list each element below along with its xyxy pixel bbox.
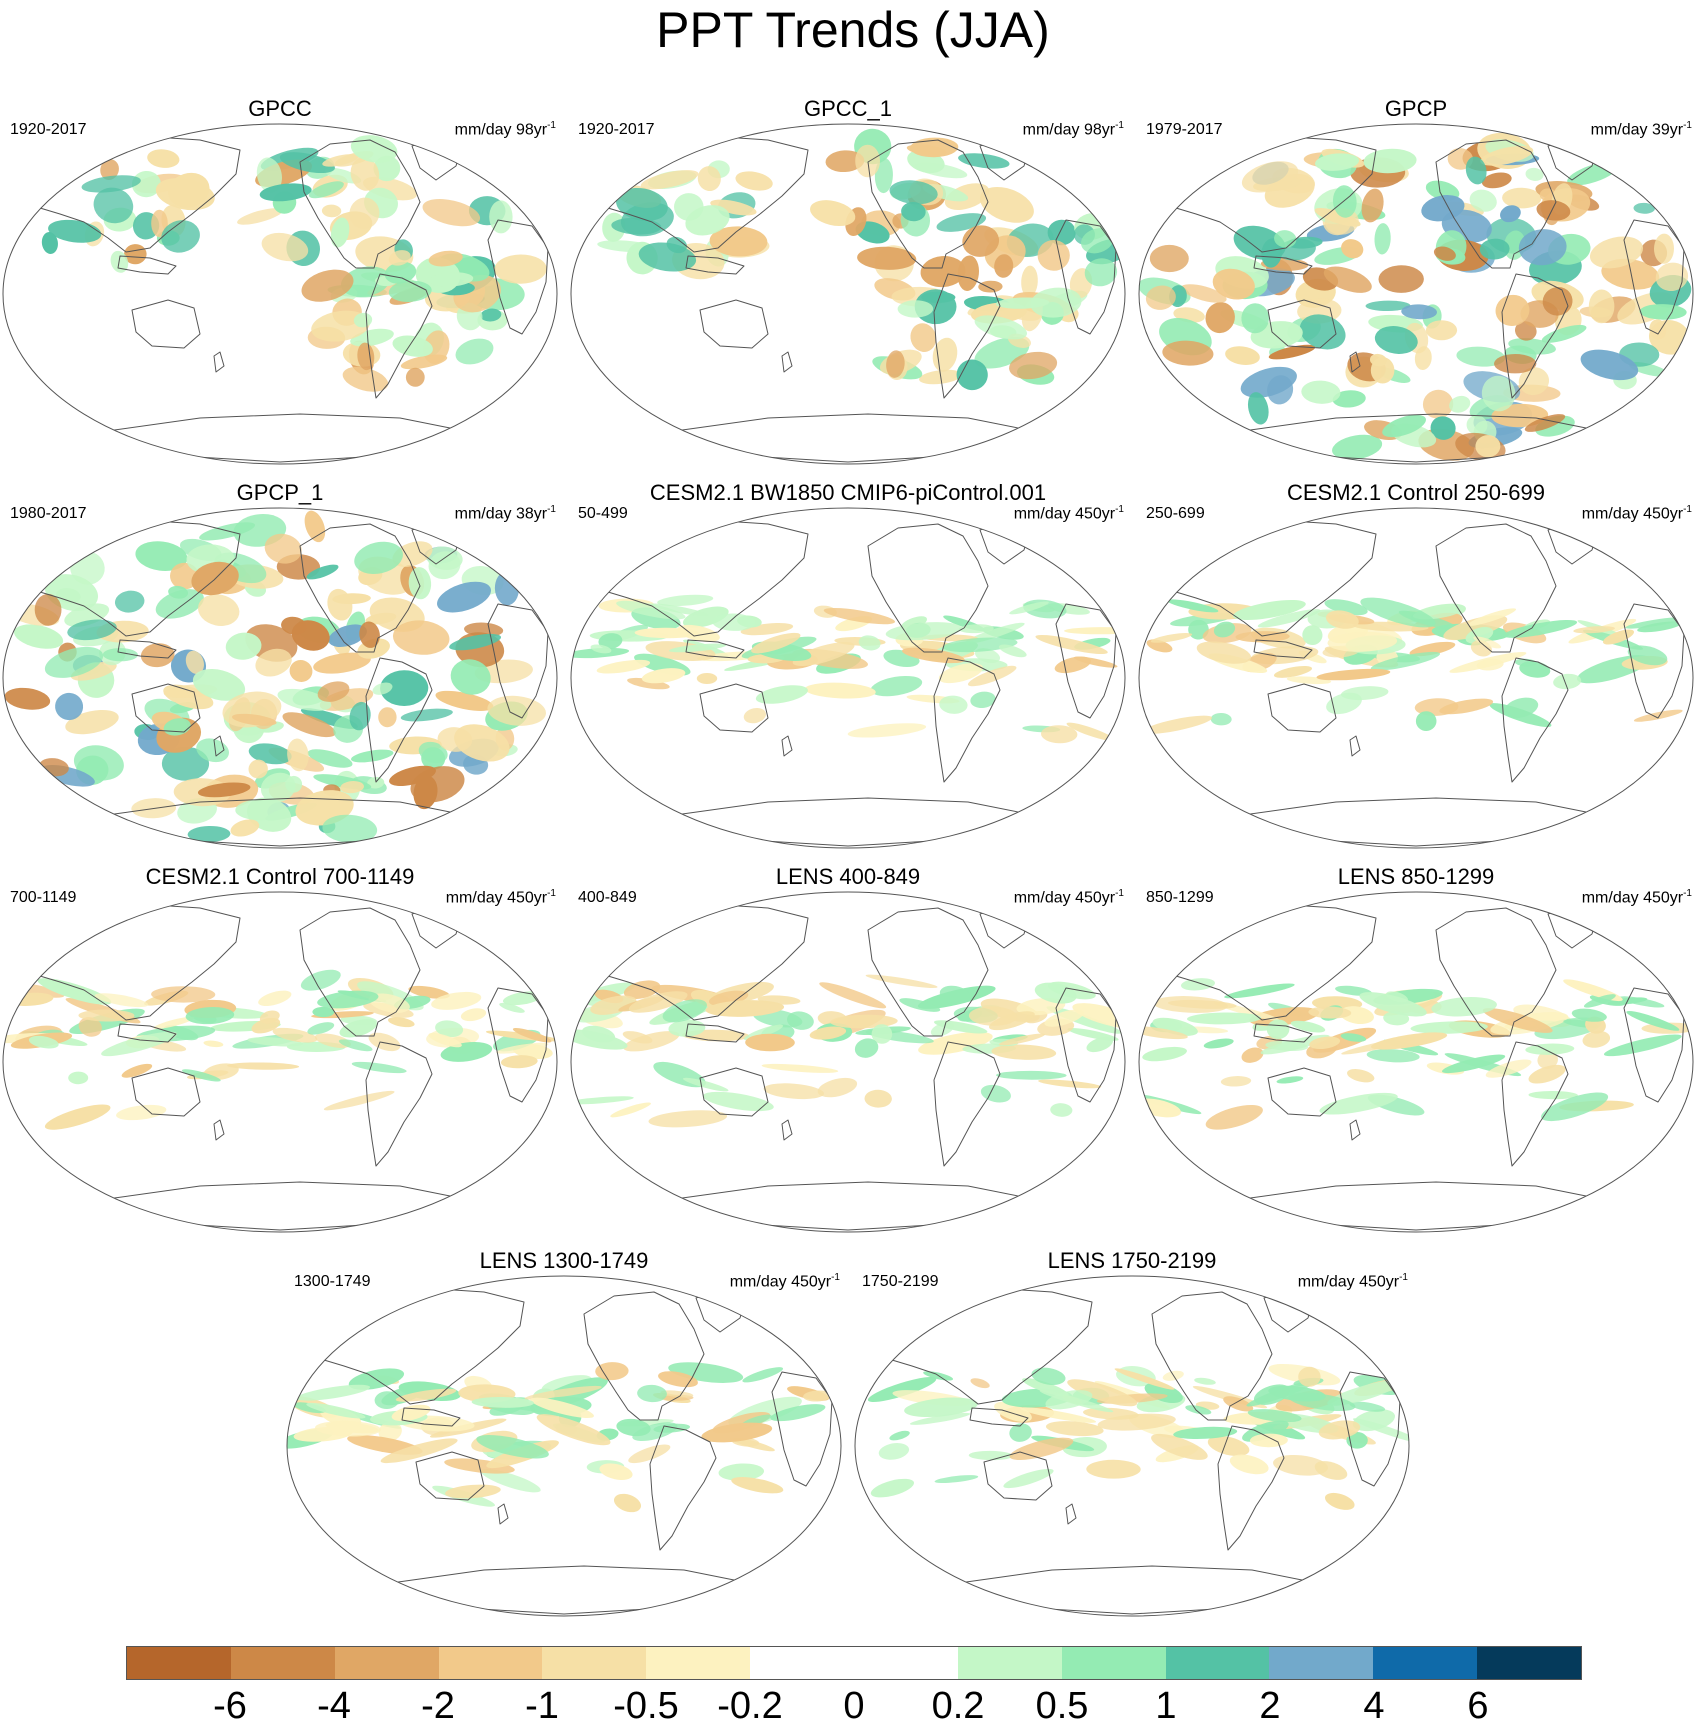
panel-title: LENS 1300-1749: [479, 1248, 649, 1273]
panel-period: 1920-2017: [578, 121, 655, 138]
world-map: [570, 507, 1126, 849]
map-panel-cesm-control-700: CESM2.1 Control 700-1149 700-1149 mm/day…: [0, 864, 560, 1244]
panel-units: mm/day 450yr-1: [445, 888, 556, 907]
colorbar-swatch: [646, 1647, 751, 1679]
colorbar: [126, 1646, 1582, 1680]
world-map: [854, 1275, 1410, 1617]
map-panel-cesm-control-250: CESM2.1 Control 250-699 250-699 mm/day 4…: [1136, 480, 1696, 860]
world-map: [1138, 507, 1694, 849]
map-panel-cesm-picontrol: CESM2.1 BW1850 CMIP6-piControl.001 50-49…: [568, 480, 1128, 860]
map-panel-gpcc: GPCC 1920-2017 mm/day 98yr-1: [0, 96, 560, 476]
colorbar-swatch: [438, 1647, 543, 1679]
panel-units: mm/day 39yr-1: [1590, 120, 1692, 139]
panel-units: mm/day 38yr-1: [454, 504, 556, 523]
colorbar-tick-label: -4: [317, 1685, 351, 1727]
colorbar-tick-label: 2: [1259, 1685, 1281, 1727]
world-map: [2, 891, 558, 1233]
colorbar-tick-label: 0.2: [931, 1685, 985, 1727]
panel-period: 1980-2017: [10, 505, 87, 522]
panel-units: mm/day 98yr-1: [1022, 120, 1124, 139]
figure-title: PPT Trends (JJA): [656, 2, 1050, 58]
colorbar-swatch: [1373, 1647, 1478, 1679]
panel-title: LENS 400-849: [775, 864, 921, 889]
colorbar-swatch: [1477, 1647, 1582, 1679]
colorbar-swatch: [854, 1647, 958, 1679]
colorbar-tick-label: 1: [1155, 1685, 1177, 1727]
colorbar-swatch: [957, 1647, 1062, 1679]
panel-period: 700-1149: [10, 889, 77, 906]
colorbar-swatch: [542, 1647, 647, 1679]
panel-period: 1920-2017: [10, 121, 87, 138]
map-panel-gpcc-1: GPCC_1 1920-2017 mm/day 98yr-1: [568, 96, 1128, 476]
map-panel-lens-1750: LENS 1750-2199 1750-2199 mm/day 450yr-1: [852, 1248, 1412, 1628]
map-panel-gpcp: GPCP 1979-2017 mm/day 39yr-1: [1136, 96, 1696, 476]
map-panel-lens-850: LENS 850-1299 850-1299 mm/day 450yr-1: [1136, 864, 1696, 1244]
colorbar-swatch: [230, 1647, 335, 1679]
panel-units: mm/day 450yr-1: [1297, 1272, 1408, 1291]
panel-title: GPCP_1: [236, 480, 324, 505]
colorbar-tick-label: -2: [421, 1685, 455, 1727]
colorbar-tick-label: -0.5: [613, 1685, 679, 1727]
colorbar-tick-label: 6: [1467, 1685, 1489, 1727]
world-map: [1138, 123, 1694, 465]
colorbar-swatch: [750, 1647, 855, 1679]
panel-period: 1750-2199: [862, 1273, 939, 1290]
map-panel-lens-400: LENS 400-849 400-849 mm/day 450yr-1: [568, 864, 1128, 1244]
colorbar-swatch: [334, 1647, 439, 1679]
panel-period: 1300-1749: [294, 1273, 371, 1290]
colorbar-swatch: [127, 1647, 231, 1679]
colorbar-tick-label: -0.2: [717, 1685, 783, 1727]
panel-period: 850-1299: [1146, 889, 1214, 906]
panel-title: CESM2.1 BW1850 CMIP6-piControl.001: [649, 480, 1047, 505]
world-map: [570, 123, 1126, 465]
panel-period: 250-699: [1146, 505, 1205, 522]
colorbar-tick-label: -1: [525, 1685, 559, 1727]
panel-title: GPCP: [1384, 96, 1448, 121]
panel-period: 400-849: [578, 889, 637, 906]
panel-units: mm/day 450yr-1: [1581, 504, 1692, 523]
world-map: [1138, 891, 1694, 1233]
panel-title: LENS 1750-2199: [1047, 1248, 1217, 1273]
panel-units: mm/day 450yr-1: [1013, 504, 1124, 523]
panel-units: mm/day 450yr-1: [729, 1272, 840, 1291]
colorbar-swatch: [1061, 1647, 1166, 1679]
world-map: [2, 123, 558, 465]
map-panel-gpcp-1: GPCP_1 1980-2017 mm/day 38yr-1: [0, 480, 560, 860]
panel-units: mm/day 450yr-1: [1581, 888, 1692, 907]
panel-period: 50-499: [578, 505, 628, 522]
world-map: [570, 891, 1126, 1233]
panel-units: mm/day 98yr-1: [454, 120, 556, 139]
panel-title: GPCC_1: [803, 96, 893, 121]
colorbar-tick-label: -6: [213, 1685, 247, 1727]
colorbar-tick-label: 4: [1363, 1685, 1385, 1727]
colorbar-swatch: [1165, 1647, 1270, 1679]
panel-title: CESM2.1 Control 700-1149: [145, 864, 415, 889]
panel-title: GPCC: [248, 96, 312, 121]
world-map: [286, 1275, 842, 1617]
panel-title: LENS 850-1299: [1337, 864, 1495, 889]
panel-period: 1979-2017: [1146, 121, 1223, 138]
colorbar-labels: -6 -4 -2 -1 -0.5 -0.2 0 0.2 0.5 1 2 4 6: [0, 1686, 1706, 1726]
colorbar-tick-label: 0.5: [1035, 1685, 1089, 1727]
panel-units: mm/day 450yr-1: [1013, 888, 1124, 907]
map-panel-lens-1300: LENS 1300-1749 1300-1749 mm/day 450yr-1: [284, 1248, 844, 1628]
world-map: [2, 507, 558, 849]
panel-title: CESM2.1 Control 250-699: [1286, 480, 1546, 505]
colorbar-swatch: [1269, 1647, 1374, 1679]
colorbar-tick-label: 0: [843, 1685, 865, 1727]
